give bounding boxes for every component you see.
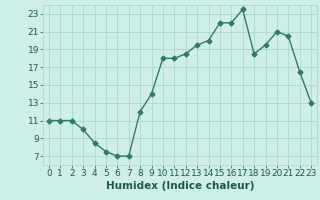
- X-axis label: Humidex (Indice chaleur): Humidex (Indice chaleur): [106, 181, 254, 191]
